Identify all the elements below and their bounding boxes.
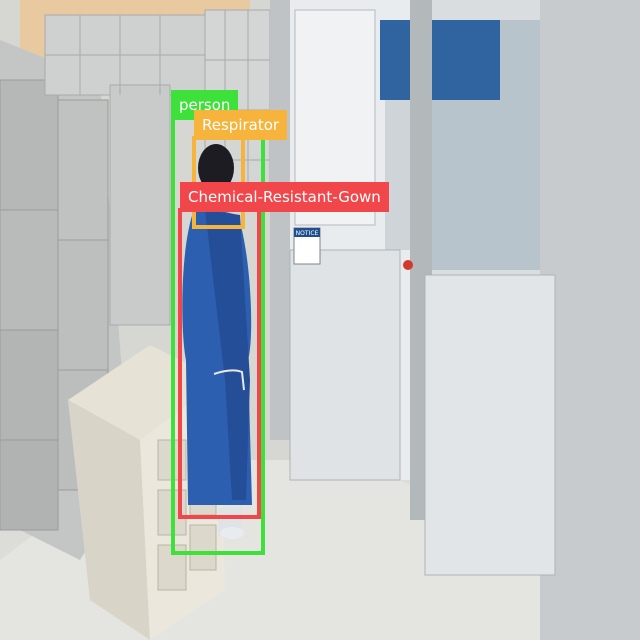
glass-door [270,0,640,640]
notice-sign-text: NOTICE [296,230,319,237]
person-figure [182,144,252,539]
person-label: person [171,90,239,120]
gown-bounding-box [178,208,261,519]
respirator-label: Respirator [194,110,288,140]
gown-label: Chemical-Resistant-Gown [180,182,389,212]
